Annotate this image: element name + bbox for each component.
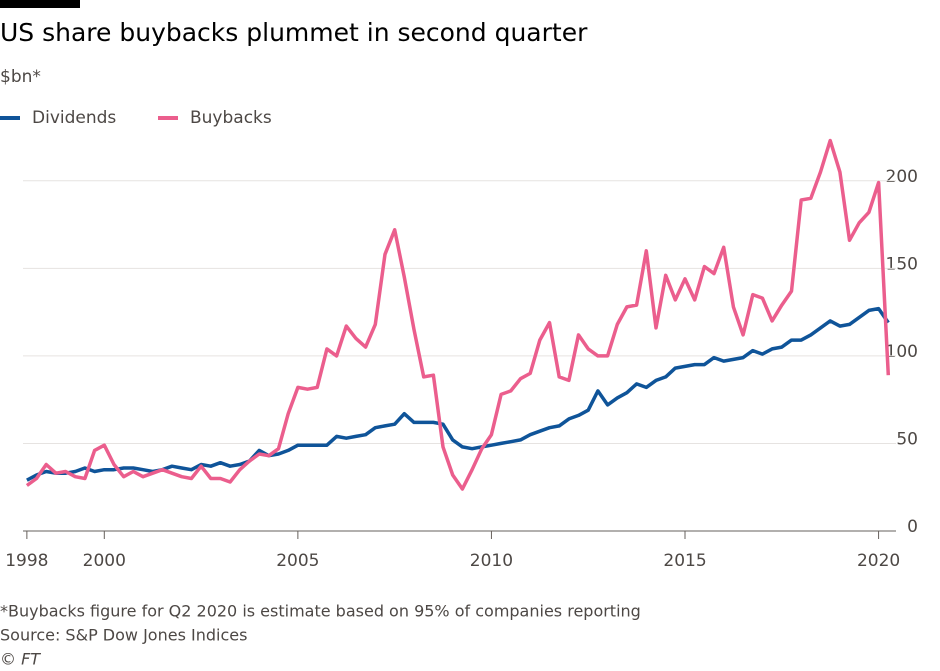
- x-tick-label: 1998: [5, 551, 48, 571]
- y-tick-label: 150: [886, 254, 918, 274]
- x-tick-label: 2000: [83, 551, 126, 571]
- legend-label: Buybacks: [190, 108, 272, 128]
- brand-bar: [0, 0, 80, 8]
- x-tick-label: 2005: [276, 551, 319, 571]
- y-tick-label: 0: [907, 517, 918, 537]
- y-tick-label: 100: [886, 342, 918, 362]
- subtitle: $bn*: [0, 67, 41, 87]
- y-tick-label: 50: [896, 429, 918, 449]
- credit: © FT: [0, 650, 41, 669]
- line: [26, 306, 890, 482]
- legend-label: Dividends: [32, 108, 116, 128]
- x-tick-label: 2015: [663, 551, 706, 571]
- line: [25, 138, 891, 491]
- footnote: *Buybacks figure for Q2 2020 is estimate…: [0, 602, 641, 621]
- x-tick-label: 2010: [470, 551, 513, 571]
- chart-title: US share buybacks plummet in second quar…: [0, 18, 588, 47]
- y-tick-label: 200: [886, 167, 918, 187]
- x-tick-label: 2020: [857, 551, 900, 571]
- source: Source: S&P Dow Jones Indices: [0, 626, 247, 645]
